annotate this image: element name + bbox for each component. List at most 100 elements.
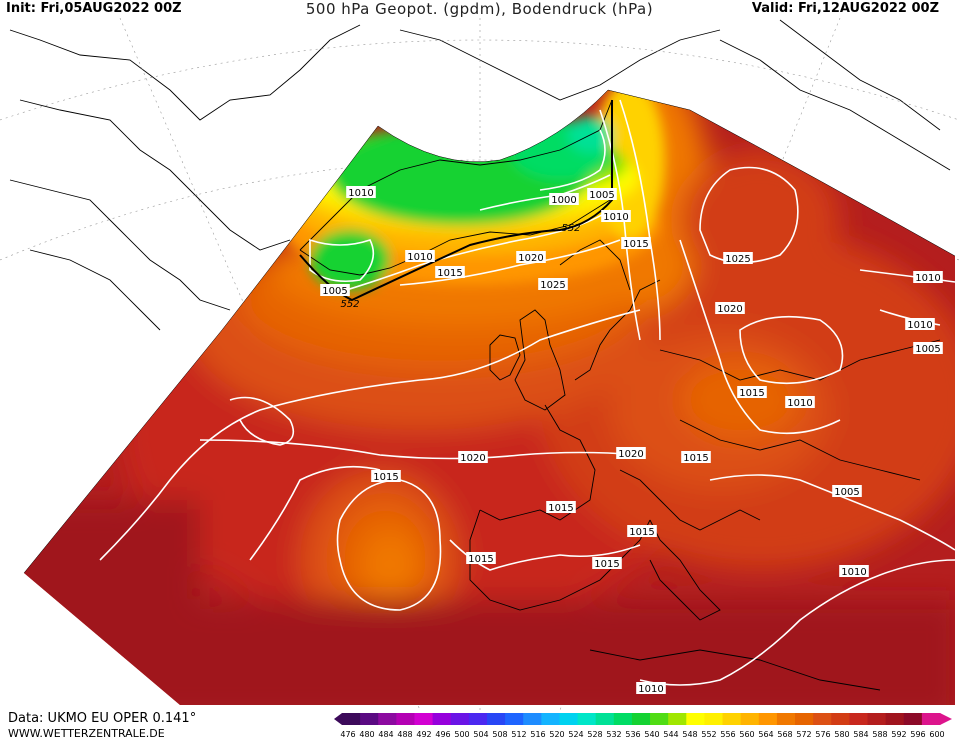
legend-tick-label: 560 <box>739 730 754 739</box>
svg-text:1010: 1010 <box>787 398 812 409</box>
isobar-label: 552 <box>561 223 580 234</box>
legend-swatch <box>541 713 560 725</box>
legend-tick-label: 524 <box>568 730 583 739</box>
legend-swatch <box>631 713 651 725</box>
data-source-label: Data: UKMO EU OPER 0.141° <box>8 711 197 726</box>
svg-text:1020: 1020 <box>460 453 485 464</box>
legend-swatch <box>414 713 434 725</box>
svg-text:1015: 1015 <box>594 559 619 570</box>
legend-swatch <box>486 713 506 725</box>
legend-swatch <box>686 713 705 725</box>
legend-swatch <box>740 713 760 725</box>
legend-tick-label: 572 <box>796 730 811 739</box>
legend-tick-label: 488 <box>397 730 412 739</box>
svg-text:1005: 1005 <box>589 190 614 201</box>
legend-arrow-right <box>940 713 952 725</box>
legend-swatches <box>334 713 952 725</box>
legend-swatch <box>342 713 361 725</box>
legend-tick-label: 476 <box>340 730 355 739</box>
legend-swatch <box>776 713 796 725</box>
isobar-label: 1015 <box>592 557 622 570</box>
svg-text:1025: 1025 <box>725 254 750 265</box>
isobar-label: 1015 <box>681 451 711 464</box>
isobar-label: 1005 <box>913 342 943 355</box>
legend-swatch <box>813 713 832 725</box>
domain-border <box>23 89 956 574</box>
map-title: 500 hPa Geopot. (gpdm), Bodendruck (hPa) <box>305 0 654 18</box>
svg-text:1010: 1010 <box>603 212 628 223</box>
legend-tick-label: 512 <box>511 730 526 739</box>
legend-tick-label: 544 <box>663 730 678 739</box>
isobar-label: 1005 <box>832 485 862 498</box>
legend-tick-label: 532 <box>606 730 621 739</box>
isobar-label: 1010 <box>913 271 943 284</box>
isobar-label: 1010 <box>785 396 815 409</box>
isobar-label: 1015 <box>627 525 657 538</box>
legend-swatch <box>595 713 615 725</box>
legend-tick-label: 516 <box>530 730 545 739</box>
legend-tick-label: 548 <box>682 730 697 739</box>
isobars <box>99 99 956 686</box>
svg-text:1015: 1015 <box>739 388 764 399</box>
outer-coastlines <box>9 19 951 331</box>
legend-swatch <box>921 713 941 725</box>
isobar-label: 1015 <box>737 386 767 399</box>
weather-map: 1010 1005 552 1010 1015 1020 1000 1005 1010 552 10… <box>0 18 959 710</box>
legend-tick-label: 568 <box>777 730 792 739</box>
init-time-label: Init: Fri,05AUG2022 00Z <box>6 1 182 16</box>
isobar-label: 1025 <box>538 278 568 291</box>
valid-time-label: Valid: Fri,12AUG2022 00Z <box>751 1 939 16</box>
legend-tick-label: 596 <box>910 730 925 739</box>
legend-swatch <box>450 713 470 725</box>
svg-text:1025: 1025 <box>540 280 565 291</box>
svg-text:1010: 1010 <box>907 320 932 331</box>
isobar-label: 1000 <box>549 193 579 206</box>
legend-swatch <box>831 713 850 725</box>
svg-text:1015: 1015 <box>548 503 573 514</box>
legend-tick-label: 528 <box>587 730 602 739</box>
isobar-label: 1005 <box>587 188 617 201</box>
svg-text:1015: 1015 <box>629 527 654 538</box>
isobar-label: 1010 <box>905 318 935 331</box>
legend-swatch <box>668 713 687 725</box>
svg-text:1020: 1020 <box>518 253 543 264</box>
svg-text:1020: 1020 <box>618 449 643 460</box>
isobar-label: 1010 <box>601 210 631 223</box>
legend-tick-label: 584 <box>853 730 868 739</box>
legend-swatch <box>885 713 905 725</box>
legend-tick-label: 496 <box>435 730 450 739</box>
legend-tick-label: 504 <box>473 730 488 739</box>
legend-swatch <box>577 713 597 725</box>
svg-text:1000: 1000 <box>551 195 576 206</box>
svg-text:1010: 1010 <box>638 684 663 695</box>
svg-text:1010: 1010 <box>915 273 940 284</box>
legend-tick-label: 588 <box>872 730 887 739</box>
svg-text:1015: 1015 <box>373 472 398 483</box>
svg-text:1010: 1010 <box>348 188 373 199</box>
legend-tick-label: 580 <box>834 730 849 739</box>
isobar-label: 1020 <box>458 451 488 464</box>
legend-swatch <box>867 713 887 725</box>
legend-tick-label: 536 <box>625 730 640 739</box>
isobar-label: 1025 <box>723 252 753 265</box>
legend-tick-label: 556 <box>720 730 735 739</box>
legend-tick-label: 576 <box>815 730 830 739</box>
legend-tick-label: 508 <box>492 730 507 739</box>
legend-swatch <box>360 713 379 725</box>
legend-tick-label: 480 <box>359 730 374 739</box>
legend-tick-label: 500 <box>454 730 469 739</box>
isobar-label: 1010 <box>636 682 666 695</box>
isobar-label: 1010 <box>346 186 376 199</box>
svg-text:552: 552 <box>561 223 580 234</box>
svg-text:1010: 1010 <box>407 252 432 263</box>
isobar-label: 1010 <box>839 565 869 578</box>
svg-text:1005: 1005 <box>915 344 940 355</box>
svg-text:1015: 1015 <box>437 268 462 279</box>
isobar-label: 1020 <box>516 251 546 264</box>
legend-swatch <box>722 713 742 725</box>
legend-swatch <box>378 713 397 725</box>
legend-tick-label: 484 <box>378 730 393 739</box>
header: Init: Fri,05AUG2022 00Z 500 hPa Geopot. … <box>0 0 959 20</box>
svg-text:1015: 1015 <box>623 239 648 250</box>
isobar-label: 1015 <box>546 501 576 514</box>
